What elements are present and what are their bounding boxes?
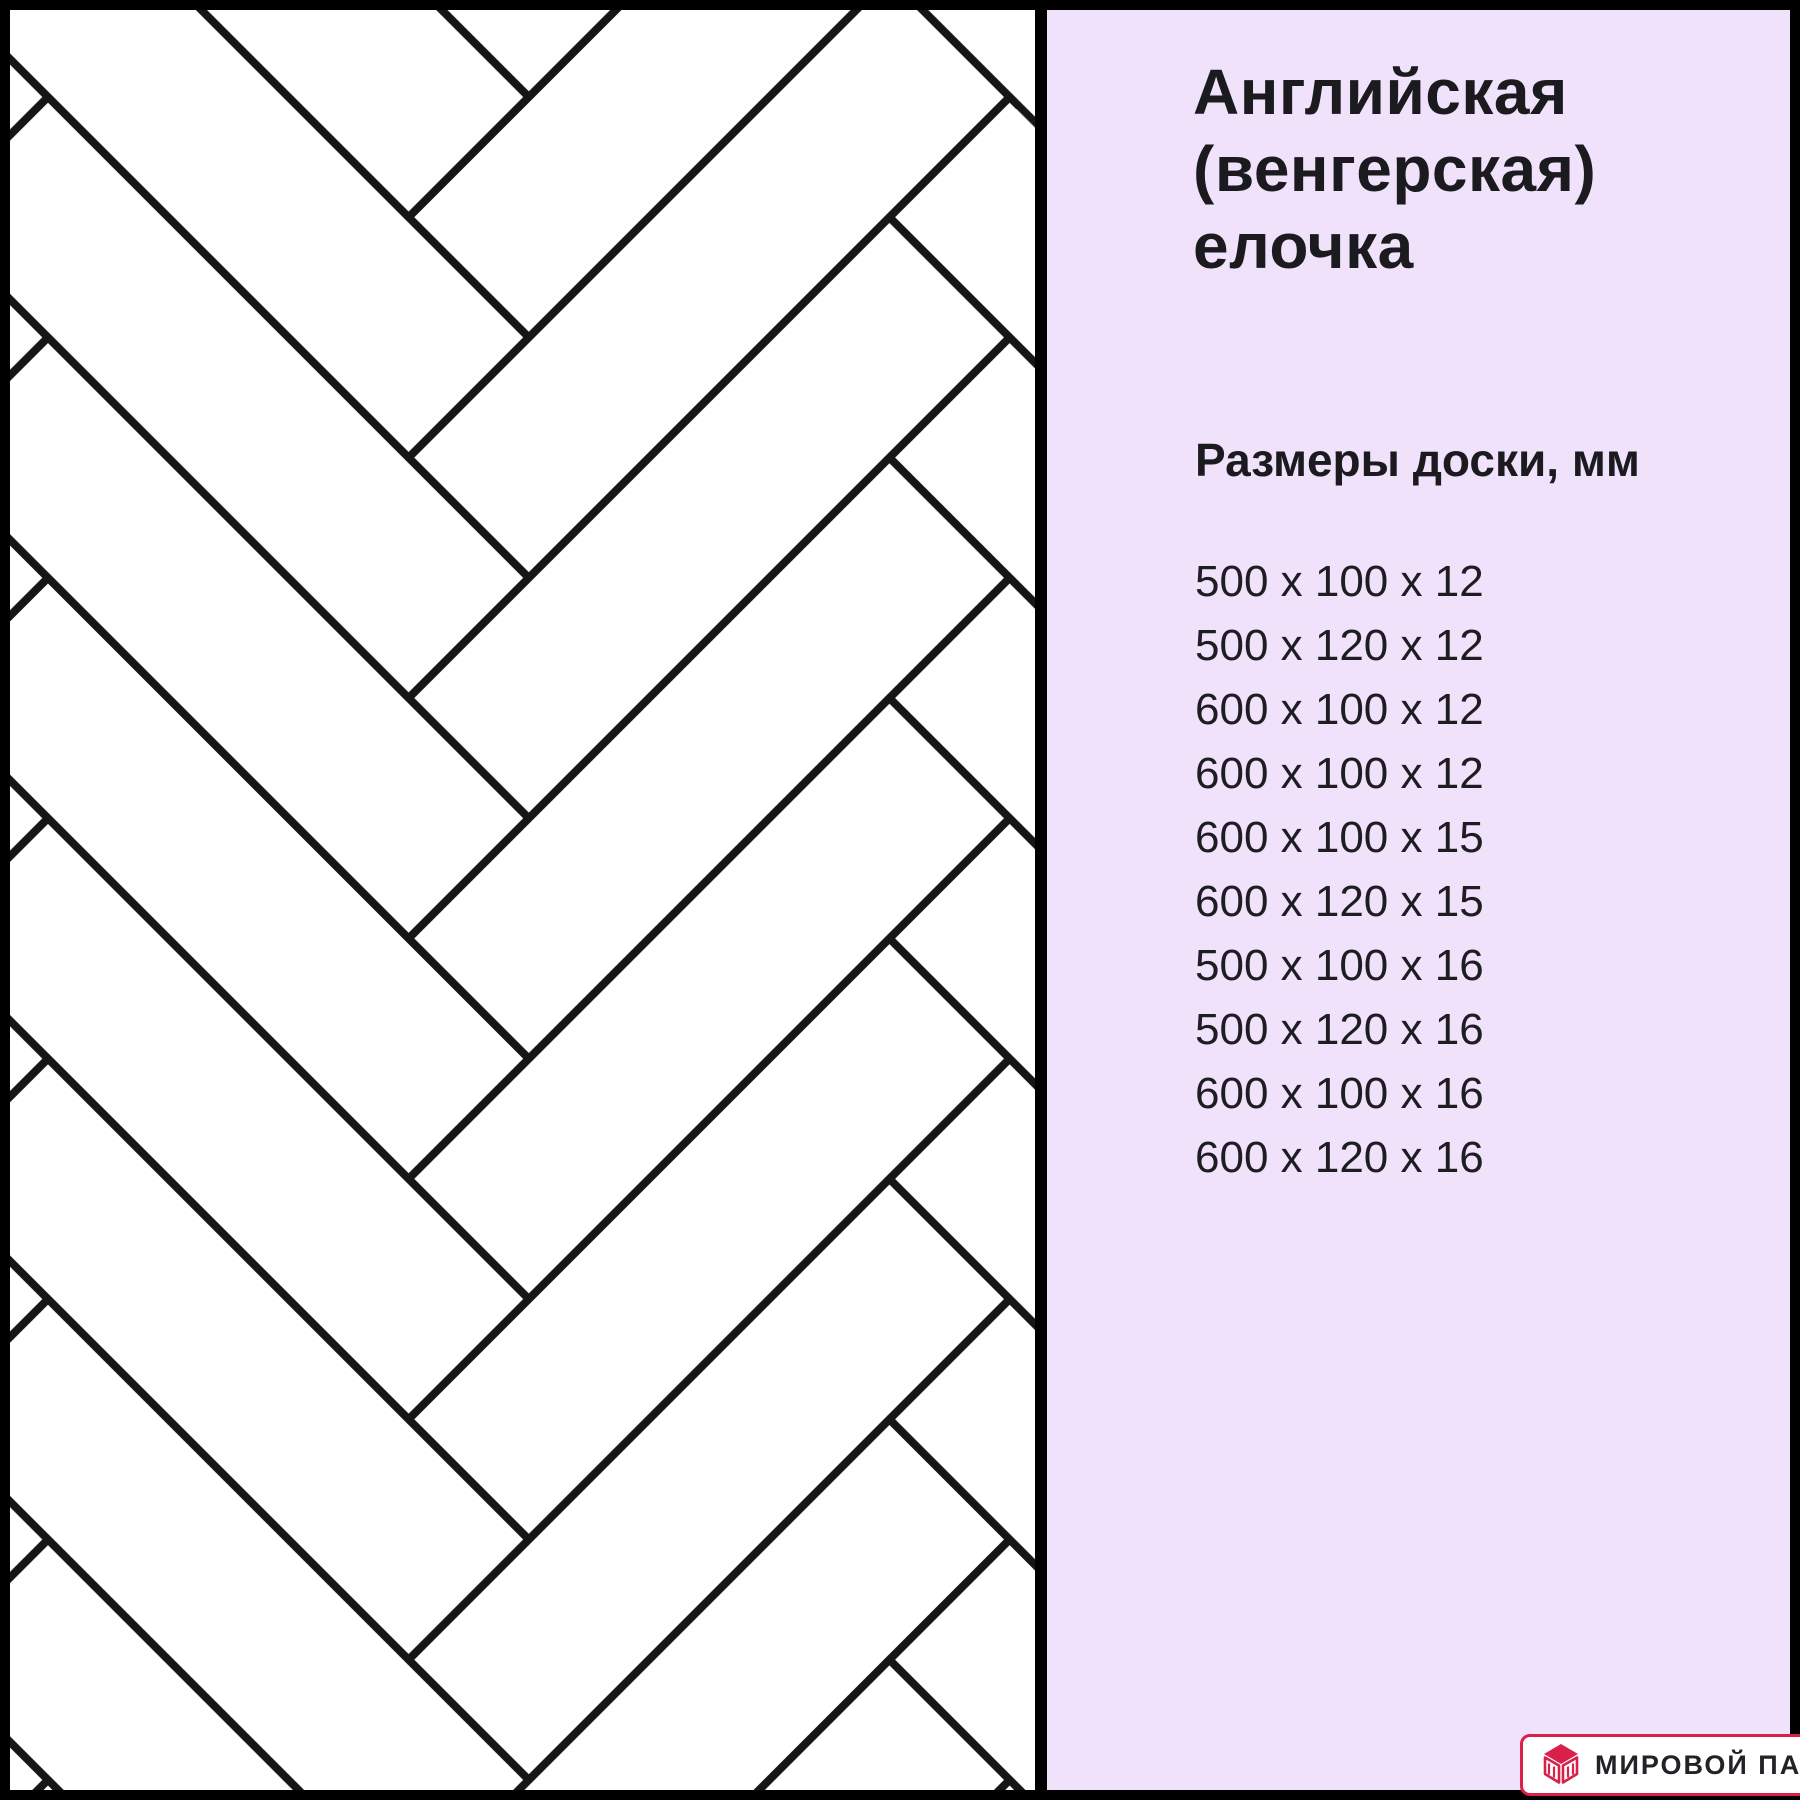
info-panel: Английская (венгерская) елочка Размеры д… — [1047, 10, 1790, 1790]
size-item: 600 x 100 x 12 — [1195, 685, 1484, 734]
size-item: 600 x 100 x 15 — [1195, 813, 1484, 862]
herringbone-diagram — [10, 10, 1035, 1790]
size-item: 500 x 100 x 12 — [1195, 557, 1484, 606]
size-item: 500 x 120 x 12 — [1195, 621, 1484, 670]
sizes-heading: Размеры доски, мм — [1195, 434, 1640, 486]
herringbone-pattern-svg — [10, 10, 1035, 1790]
brand-name: МИРОВОЙ ПАРКЕТ — [1595, 1749, 1800, 1780]
size-item: 600 x 100 x 16 — [1195, 1069, 1484, 1118]
panel-divider — [1035, 0, 1047, 1800]
size-item: 500 x 120 x 16 — [1195, 1005, 1484, 1054]
pattern-title: Английская (венгерская) елочка — [1193, 56, 1597, 282]
size-item: 500 x 100 x 16 — [1195, 941, 1484, 990]
brand-badge: МИРОВОЙ ПАРКЕТ — [1520, 1734, 1800, 1796]
sizes-list: 500 x 100 x 12 500 x 120 x 12 600 x 100 … — [1195, 550, 1755, 1190]
cube-icon — [1543, 1744, 1579, 1784]
size-item: 600 x 120 x 16 — [1195, 1133, 1484, 1182]
size-item: 600 x 100 x 12 — [1195, 749, 1484, 798]
size-item: 600 x 120 x 15 — [1195, 877, 1484, 926]
parquet-planks — [10, 10, 1035, 1790]
